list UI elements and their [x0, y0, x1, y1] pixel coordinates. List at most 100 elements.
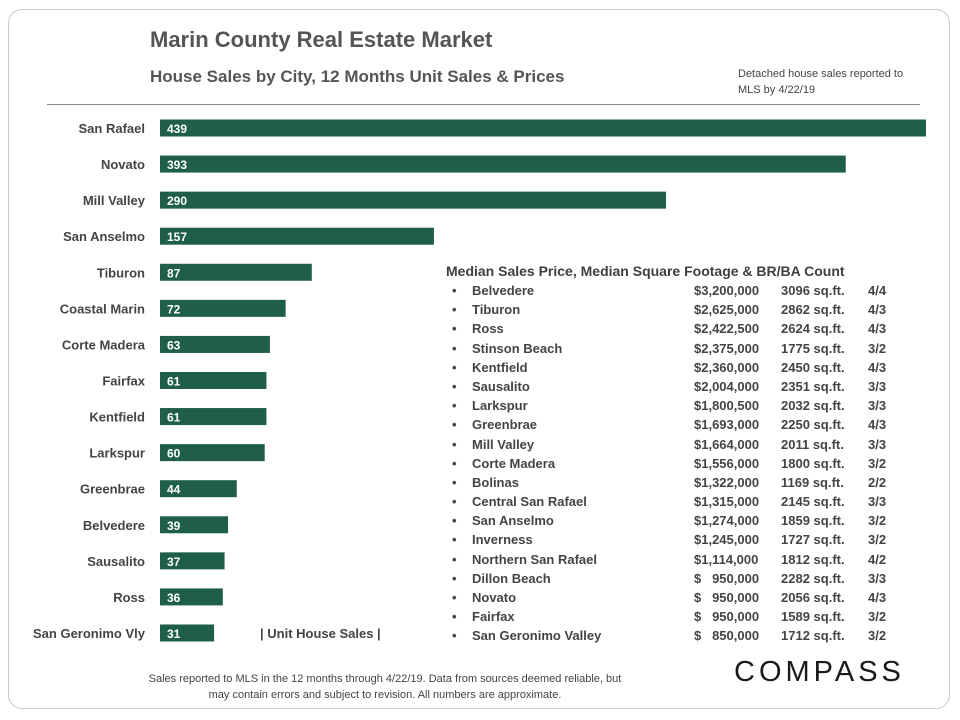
bullet-icon: •	[452, 455, 457, 471]
median-city: Belvedere	[472, 283, 535, 298]
category-label-corte-madera: Corte Madera	[62, 337, 146, 352]
bar-san-anselmo	[160, 227, 434, 245]
median-sqft: 1589 sq.ft.	[781, 609, 845, 625]
median-sqft: 1800 sq.ft.	[781, 455, 845, 471]
median-brba: 4/3	[868, 359, 887, 375]
bar-ross	[160, 588, 223, 606]
bar-tiburon	[160, 263, 312, 281]
bar-larkspur	[160, 444, 265, 462]
median-city: Dillon Beach	[472, 570, 551, 586]
bullet-icon: •	[452, 570, 457, 586]
bullet-icon: •	[452, 436, 457, 452]
median-brba: 4/3	[868, 321, 887, 337]
bar-greenbrae	[160, 480, 237, 498]
bullet-icon: •	[452, 513, 457, 529]
median-brba: 3/2	[868, 455, 887, 471]
bar-fairfax	[160, 371, 267, 389]
median-brba: 3/2	[868, 609, 887, 625]
bar-value-fairfax: 61	[167, 374, 181, 388]
category-label-san-rafael: San Rafael	[79, 121, 145, 136]
bullet-icon: •	[452, 283, 457, 298]
median-price: $ 950,000	[694, 570, 760, 586]
bar-san-geronimo-vly	[160, 624, 215, 642]
median-price: $ 950,000	[694, 590, 760, 605]
bullet-icon: •	[452, 532, 457, 548]
median-brba: 4/4	[868, 283, 887, 298]
page-title: Marin County Real Estate Market	[150, 27, 493, 52]
median-sqft: 1727 sq.ft.	[781, 532, 845, 548]
category-label-coastal-marin: Coastal Marin	[60, 301, 145, 316]
footer-disclaimer: Sales reported to MLS in the 12 months t…	[100, 671, 670, 703]
median-city: Fairfax	[472, 609, 515, 625]
median-sqft: 2351 sq.ft.	[781, 378, 845, 394]
median-row: • Bolinas $1,322,000 1169 sq.ft. 2/2	[446, 475, 916, 494]
bar-value-san-rafael: 439	[167, 122, 187, 136]
median-city: San Anselmo	[472, 513, 554, 529]
bar-value-greenbrae: 44	[167, 483, 181, 497]
median-city: Corte Madera	[472, 455, 556, 471]
median-brba: 4/3	[868, 302, 887, 318]
median-row: • Stinson Beach $2,375,000 1775 sq.ft. 3/2	[446, 341, 916, 360]
median-sqft: 2862 sq.ft.	[781, 302, 845, 318]
median-city: Sausalito	[472, 378, 530, 394]
median-city: Northern San Rafael	[472, 551, 597, 567]
category-label-larkspur: Larkspur	[89, 446, 145, 461]
median-sqft: 1775 sq.ft.	[781, 340, 845, 356]
median-price: $2,375,000	[694, 340, 760, 356]
bar-value-mill-valley: 290	[167, 194, 187, 208]
category-label-mill-valley: Mill Valley	[83, 193, 146, 208]
median-row: • Greenbrae $1,693,000 2250 sq.ft. 4/3	[446, 417, 916, 436]
bar-value-tiburon: 87	[167, 266, 181, 280]
bullet-icon: •	[452, 417, 457, 433]
category-label-kentfield: Kentfield	[89, 410, 145, 425]
category-label-san-geronimo-vly: San Geronimo Vly	[33, 626, 146, 641]
median-brba: 3/3	[868, 378, 887, 394]
median-city: Inverness	[472, 532, 533, 548]
median-price: $1,114,000	[694, 551, 759, 567]
bar-value-sausalito: 37	[167, 555, 181, 569]
bar-san-rafael	[160, 119, 926, 137]
bar-value-larkspur: 60	[167, 447, 181, 461]
category-label-belvedere: Belvedere	[83, 518, 145, 533]
median-price: $ 850,000	[694, 628, 760, 644]
bar-sausalito	[160, 552, 225, 570]
median-row: • Larkspur $1,800,500 2032 sq.ft. 3/3	[446, 398, 916, 417]
source-note: Detached house sales reported to MLS by …	[738, 68, 904, 96]
bar-mill-valley	[160, 191, 667, 209]
median-city: Mill Valley	[472, 436, 535, 452]
slide-frame	[8, 9, 950, 709]
bar-belvedere	[160, 516, 229, 534]
median-brba: 3/2	[868, 340, 887, 356]
bullet-icon: •	[452, 321, 457, 337]
median-sqft: 2450 sq.ft.	[781, 359, 845, 375]
median-brba: 3/2	[868, 532, 887, 548]
median-row: • Tiburon $2,625,000 2862 sq.ft. 4/3	[446, 302, 916, 321]
category-label-fairfax: Fairfax	[102, 373, 145, 388]
median-sqft: 1859 sq.ft.	[781, 513, 845, 529]
median-row: • San Anselmo $1,274,000 1859 sq.ft. 3/2	[446, 513, 916, 532]
median-price: $2,625,000	[694, 302, 760, 318]
bullet-icon: •	[452, 302, 457, 318]
median-brba: 3/2	[868, 628, 887, 644]
median-brba: 3/3	[868, 398, 887, 414]
compass-logo: COMPASS	[734, 656, 905, 688]
median-brba: 3/2	[868, 513, 887, 529]
median-price: $2,422,500	[694, 321, 760, 337]
bar-novato	[160, 155, 846, 173]
bullet-icon: •	[452, 474, 457, 490]
median-price: $3,200,000	[694, 283, 760, 298]
median-row: • Mill Valley $1,664,000 2011 sq.ft. 3/3	[446, 437, 916, 456]
median-city: Larkspur	[472, 398, 528, 414]
median-row: • Ross $2,422,500 2624 sq.ft. 4/3	[446, 321, 916, 340]
median-price: $1,245,000	[694, 532, 760, 548]
median-price: $2,360,000	[694, 359, 760, 375]
median-city: Ross	[472, 321, 504, 337]
median-brba: 3/3	[868, 570, 887, 586]
median-sqft: 3096 sq.ft.	[781, 283, 845, 298]
median-brba: 3/3	[868, 494, 887, 510]
bullet-icon: •	[452, 590, 457, 605]
median-price: $ 950,000	[694, 609, 760, 625]
bar-kentfield	[160, 408, 267, 426]
footer-line-1: Sales reported to MLS in the 12 months t…	[148, 673, 622, 685]
